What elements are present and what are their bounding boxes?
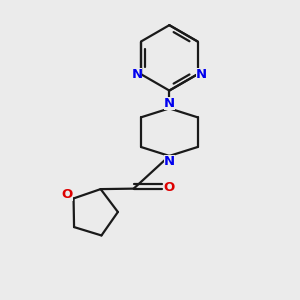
- Text: N: N: [164, 155, 175, 168]
- Text: N: N: [196, 68, 207, 81]
- Text: N: N: [164, 97, 175, 110]
- Text: O: O: [62, 188, 73, 201]
- Text: N: N: [131, 68, 142, 81]
- Text: O: O: [164, 181, 175, 194]
